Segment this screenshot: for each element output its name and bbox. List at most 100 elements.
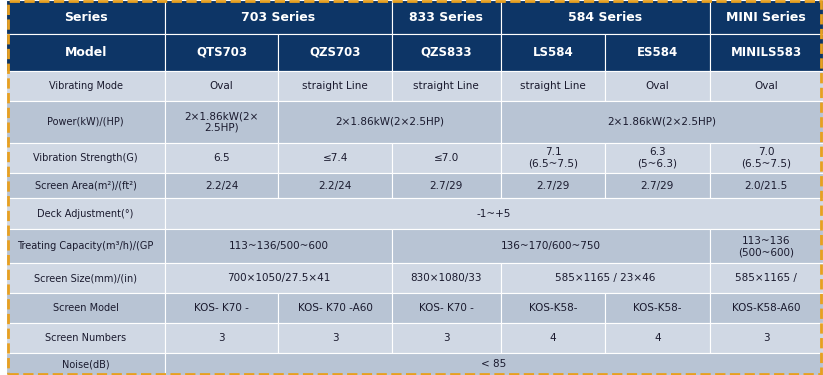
Text: Screen Model: Screen Model <box>53 303 119 313</box>
Text: 2.0/21.5: 2.0/21.5 <box>745 181 788 190</box>
Text: 585×1165 /: 585×1165 / <box>735 273 797 284</box>
Bar <box>165 0 392 34</box>
Bar <box>709 173 823 198</box>
Bar <box>7 230 165 264</box>
Bar <box>709 264 823 293</box>
Text: 585×1165 / 23×46: 585×1165 / 23×46 <box>555 273 655 284</box>
Bar <box>501 101 823 143</box>
Text: 3: 3 <box>218 333 225 344</box>
Text: Screen Size(mm)/(in): Screen Size(mm)/(in) <box>34 273 137 284</box>
Bar <box>605 143 709 173</box>
Text: KOS-K58-A60: KOS-K58-A60 <box>732 303 801 313</box>
Text: 3: 3 <box>332 333 338 344</box>
Bar <box>7 34 165 71</box>
Text: KOS- K70 -: KOS- K70 - <box>194 303 249 313</box>
Text: ≤7.0: ≤7.0 <box>434 153 459 163</box>
Text: 2×1.86kW(2×2.5HP): 2×1.86kW(2×2.5HP) <box>335 117 444 127</box>
Bar <box>605 71 709 101</box>
Text: 700×1050/27.5×41: 700×1050/27.5×41 <box>227 273 330 284</box>
Bar <box>165 353 823 375</box>
Text: 6.5: 6.5 <box>213 153 230 163</box>
Bar <box>278 101 501 143</box>
Text: Series: Series <box>63 10 108 24</box>
Bar <box>501 293 605 323</box>
Bar <box>165 143 278 173</box>
Bar <box>278 71 392 101</box>
Text: straight Line: straight Line <box>413 81 479 91</box>
Bar <box>165 264 392 293</box>
Bar <box>278 173 392 198</box>
Bar <box>278 143 392 173</box>
Bar <box>165 198 823 230</box>
Text: 2.2/24: 2.2/24 <box>319 181 352 190</box>
Text: 7.0
(6.5~7.5): 7.0 (6.5~7.5) <box>742 147 791 169</box>
Text: MINI Series: MINI Series <box>727 10 807 24</box>
Text: Treating Capacity(m³/h)/(GP: Treating Capacity(m³/h)/(GP <box>17 242 154 251</box>
Bar <box>501 264 709 293</box>
Bar <box>392 293 501 323</box>
Text: 6.3
(5~6.3): 6.3 (5~6.3) <box>637 147 677 169</box>
Text: 2×1.86kW(2×
2.5HP): 2×1.86kW(2× 2.5HP) <box>184 111 259 133</box>
Bar <box>709 71 823 101</box>
Text: Model: Model <box>64 46 107 59</box>
Bar <box>7 293 165 323</box>
Text: Noise(dB): Noise(dB) <box>62 359 109 369</box>
Bar <box>7 143 165 173</box>
Text: ES584: ES584 <box>637 46 678 59</box>
Text: straight Line: straight Line <box>302 81 368 91</box>
Text: Vibrating Mode: Vibrating Mode <box>49 81 123 91</box>
Bar <box>392 264 501 293</box>
Bar <box>7 198 165 230</box>
Text: LS584: LS584 <box>532 46 574 59</box>
Bar <box>501 0 709 34</box>
Text: QTS703: QTS703 <box>196 46 247 59</box>
Bar <box>165 34 278 71</box>
Bar <box>501 173 605 198</box>
Bar <box>7 101 165 143</box>
Text: 7.1
(6.5~7.5): 7.1 (6.5~7.5) <box>528 147 578 169</box>
Bar <box>392 143 501 173</box>
Bar <box>7 173 165 198</box>
Bar <box>392 323 501 353</box>
Text: 4: 4 <box>654 333 661 344</box>
Text: 4: 4 <box>550 333 556 344</box>
Bar <box>7 264 165 293</box>
Bar <box>165 230 392 264</box>
Text: QZS703: QZS703 <box>309 46 360 59</box>
Text: 113~136/500~600: 113~136/500~600 <box>229 242 328 251</box>
Text: QZS833: QZS833 <box>421 46 472 59</box>
Bar <box>165 101 278 143</box>
Text: Oval: Oval <box>210 81 234 91</box>
Text: KOS-K58-: KOS-K58- <box>633 303 681 313</box>
Text: 3: 3 <box>763 333 770 344</box>
Bar <box>165 173 278 198</box>
Text: 833 Series: 833 Series <box>409 10 483 24</box>
Bar <box>709 230 823 264</box>
Text: 136~170/600~750: 136~170/600~750 <box>500 242 601 251</box>
Bar <box>165 323 278 353</box>
Bar <box>501 71 605 101</box>
Text: Screen Area(m²)/(ft²): Screen Area(m²)/(ft²) <box>35 181 137 190</box>
Bar <box>605 173 709 198</box>
Text: 3: 3 <box>443 333 449 344</box>
Bar <box>278 34 392 71</box>
Bar <box>165 293 278 323</box>
Text: 830×1080/33: 830×1080/33 <box>411 273 482 284</box>
Text: KOS- K70 -A60: KOS- K70 -A60 <box>298 303 373 313</box>
Text: straight Line: straight Line <box>520 81 586 91</box>
Bar <box>605 293 709 323</box>
Text: MINILS583: MINILS583 <box>731 46 802 59</box>
Text: 703 Series: 703 Series <box>241 10 315 24</box>
Bar <box>278 293 392 323</box>
Text: -1~+5: -1~+5 <box>477 209 511 219</box>
Text: < 85: < 85 <box>481 359 507 369</box>
Bar <box>709 143 823 173</box>
Bar <box>7 71 165 101</box>
Bar <box>7 353 165 375</box>
Text: KOS-K58-: KOS-K58- <box>528 303 577 313</box>
Bar <box>392 34 501 71</box>
Text: 2×1.86kW(2×2.5HP): 2×1.86kW(2×2.5HP) <box>607 117 716 127</box>
Bar <box>278 323 392 353</box>
Bar <box>392 0 501 34</box>
Text: ≤7.4: ≤7.4 <box>323 153 348 163</box>
